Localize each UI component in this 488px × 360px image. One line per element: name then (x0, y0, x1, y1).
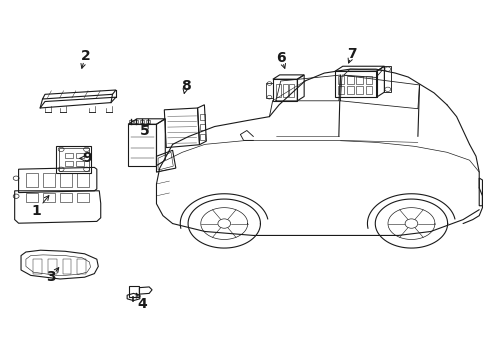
Bar (62, 259, 71, 274)
Bar (337, 76, 344, 84)
Bar (48, 259, 57, 274)
Bar (356, 76, 362, 84)
Bar (60, 173, 72, 187)
Bar (146, 120, 150, 123)
Bar (76, 161, 83, 166)
Bar (140, 120, 144, 123)
Text: 1: 1 (32, 204, 41, 217)
Bar (77, 259, 86, 274)
Bar (26, 193, 38, 202)
Bar (356, 86, 362, 94)
Text: 3: 3 (46, 270, 56, 284)
Bar (43, 173, 55, 187)
Bar (272, 79, 297, 101)
Text: 5: 5 (139, 125, 149, 138)
Bar (77, 193, 89, 202)
Bar (200, 134, 204, 140)
Bar (128, 286, 139, 297)
Bar (76, 153, 83, 158)
Bar (60, 193, 72, 202)
Bar (346, 76, 353, 84)
Text: 8: 8 (181, 80, 190, 93)
Bar (33, 259, 42, 274)
Text: 4: 4 (137, 297, 146, 311)
Text: 9: 9 (82, 152, 92, 165)
Bar (200, 114, 204, 120)
Text: 7: 7 (346, 47, 356, 61)
Bar (282, 84, 287, 97)
Bar (289, 84, 294, 97)
Bar (56, 146, 91, 173)
Bar (200, 124, 204, 130)
Bar (77, 173, 89, 187)
Bar (275, 84, 280, 97)
Circle shape (218, 219, 230, 228)
Bar (334, 71, 376, 97)
Bar (128, 120, 132, 123)
Bar (365, 86, 371, 94)
Circle shape (404, 219, 417, 228)
Bar (26, 173, 38, 187)
Bar (128, 124, 156, 166)
Bar (346, 86, 353, 94)
Bar (337, 86, 344, 94)
Bar (365, 76, 371, 84)
Bar (43, 193, 55, 202)
Bar (59, 148, 88, 171)
Bar (134, 120, 138, 123)
Bar (65, 153, 73, 158)
Text: 6: 6 (276, 51, 285, 64)
Bar (65, 161, 73, 166)
Text: 2: 2 (81, 49, 90, 63)
